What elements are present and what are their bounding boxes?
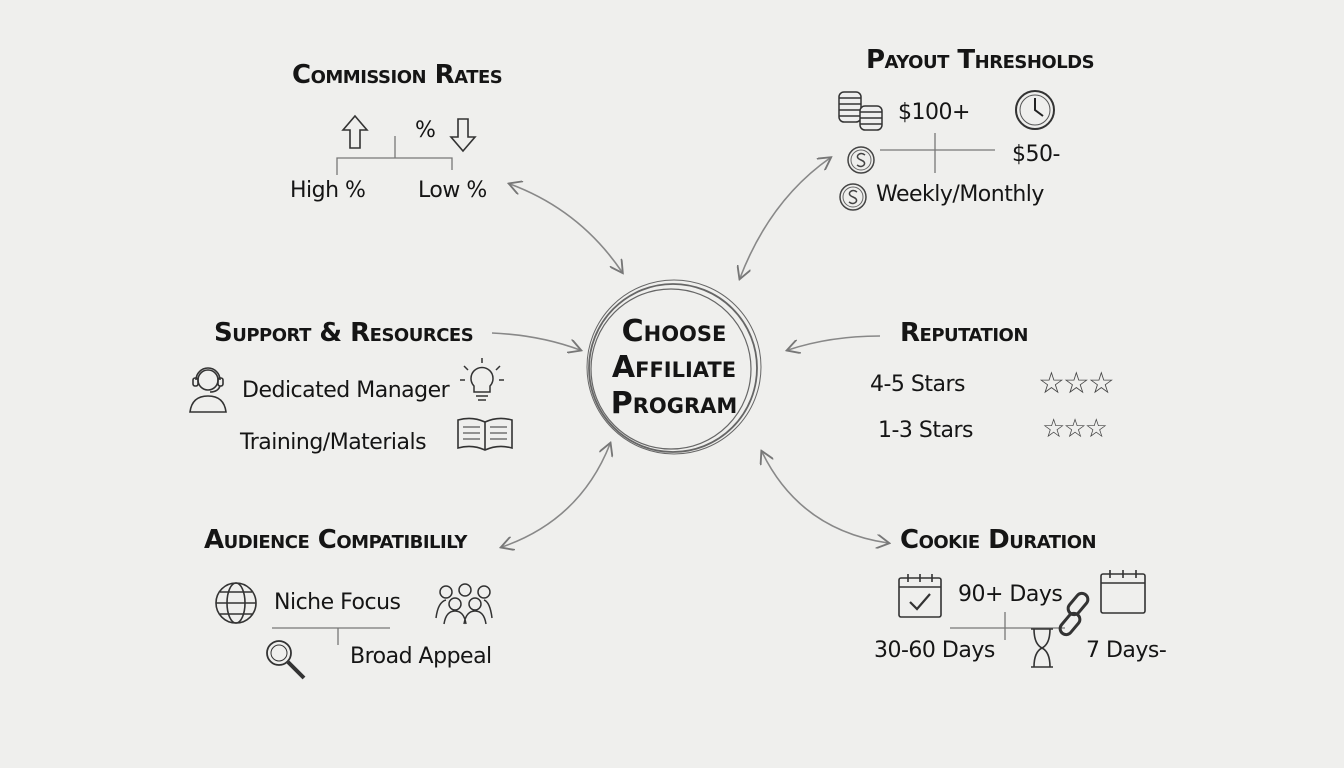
- calendar-icon: [1100, 570, 1146, 614]
- connector-cookie: [762, 452, 888, 543]
- star-icon: ☆: [1038, 366, 1065, 401]
- people-group-icon: [435, 583, 493, 625]
- commission-symbol: %: [415, 118, 436, 143]
- reputation-low: 1-3 Stars: [878, 418, 974, 443]
- open-book-icon: [457, 417, 513, 451]
- hourglass-icon: [1031, 628, 1053, 668]
- audience-niche: Niche Focus: [274, 590, 401, 615]
- audience-bracket: [272, 627, 390, 645]
- connector-audience: [502, 444, 610, 547]
- dollar-coin-icon: [839, 183, 867, 211]
- cookie-cross: [950, 612, 1065, 640]
- payout-high: $100+: [898, 100, 970, 125]
- connector-reputation: [788, 335, 881, 350]
- arrow-down-icon: [449, 118, 477, 153]
- connector-support: [491, 332, 580, 350]
- star-rating-low: ☆☆☆: [1042, 414, 1108, 444]
- commission-low: Low %: [418, 178, 487, 203]
- calendar-check-icon: [898, 574, 942, 618]
- reputation-title: Reputation: [900, 318, 1028, 348]
- arrow-up-icon: [341, 114, 369, 149]
- cookie-title: Cookie Duration: [900, 525, 1097, 555]
- star-rating-high: ☆☆☆: [1038, 366, 1115, 401]
- cookie-long: 90+ Days: [958, 582, 1063, 607]
- connector-payout: [740, 158, 830, 278]
- globe-icon: [215, 582, 257, 624]
- payout-cross: [880, 133, 995, 173]
- center-circle: [588, 283, 758, 453]
- dollar-coin-icon: [847, 146, 875, 174]
- star-icon: ☆: [1087, 366, 1115, 401]
- center-circle-sketch-stroke: [586, 279, 762, 455]
- center-title-line: Program: [610, 386, 738, 421]
- support-training: Training/Materials: [240, 430, 427, 455]
- audience-broad: Broad Appeal: [350, 644, 492, 669]
- reputation-high: 4-5 Stars: [870, 372, 966, 397]
- chain-link-icon: [1058, 591, 1090, 637]
- audience-title: Audience Compatibilily: [204, 525, 467, 555]
- commission-title: Commission Rates: [292, 60, 503, 90]
- payout-low: $50-: [1012, 142, 1060, 167]
- star-icon: ☆: [1042, 414, 1065, 444]
- payout-frequency: Weekly/Monthly: [876, 182, 1044, 207]
- center-circle-sketch-stroke: [590, 288, 752, 450]
- center-title: Choose Affiliate Program: [611, 314, 738, 422]
- center-node: Choose Affiliate Program: [594, 288, 754, 448]
- star-icon: ☆: [1084, 414, 1108, 444]
- star-icon: ☆: [1062, 366, 1090, 401]
- clock-icon: [1015, 90, 1055, 130]
- support-title: Support & Resources: [214, 318, 474, 348]
- magnifier-icon: [266, 640, 306, 680]
- coin-stack-icon: [838, 91, 883, 131]
- cookie-short: 7 Days-: [1086, 638, 1167, 663]
- commission-high: High %: [290, 178, 366, 203]
- star-icon: ☆: [1063, 414, 1086, 444]
- payout-title: Payout Thresholds: [866, 45, 1095, 75]
- connector-commission: [510, 184, 622, 272]
- headset-person-icon: [189, 367, 227, 413]
- commission-bracket: [336, 136, 453, 175]
- center-title-line: Choose: [621, 314, 727, 349]
- support-manager: Dedicated Manager: [242, 378, 450, 403]
- cookie-medium: 30-60 Days: [874, 638, 995, 663]
- lightbulb-icon: [460, 358, 504, 401]
- center-title-line: Affiliate: [611, 350, 737, 385]
